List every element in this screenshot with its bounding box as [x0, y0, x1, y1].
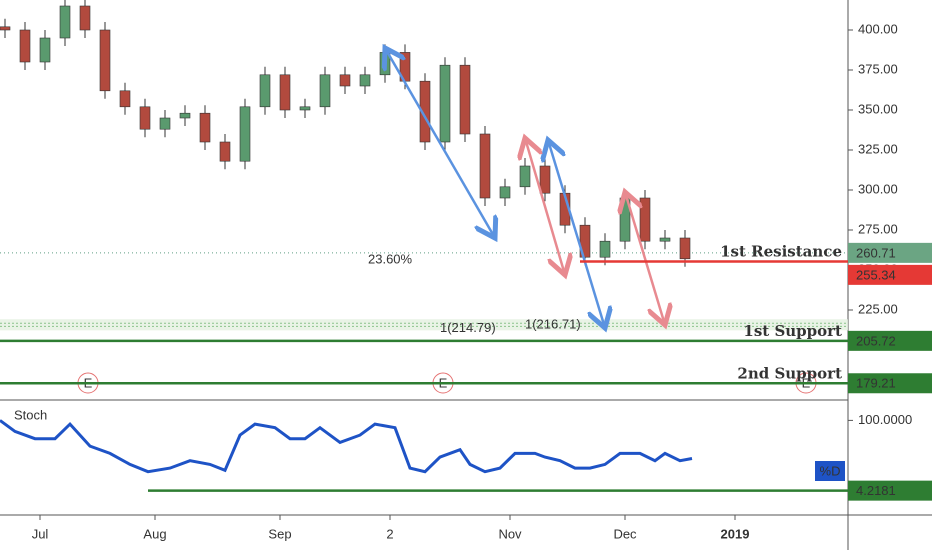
candle-body	[159, 117, 171, 130]
price-tag	[848, 264, 932, 285]
y-tick-label: 325.00	[858, 141, 898, 156]
y-tick-label: 400.00	[858, 21, 898, 36]
legend-box	[815, 461, 845, 481]
candle-body	[539, 165, 551, 194]
candle-body	[439, 64, 451, 143]
candle-body	[239, 106, 251, 162]
y-tick-label: 275.00	[858, 221, 898, 236]
candle-body	[19, 29, 31, 63]
candle-body	[679, 237, 691, 260]
target-band	[0, 319, 848, 331]
y-tick-label: 100.0000	[858, 412, 912, 427]
candle-body	[599, 240, 611, 258]
candle-body	[39, 37, 51, 63]
target-label: 1(216.71)	[525, 317, 581, 332]
legend-label: %D	[820, 463, 841, 478]
price-tag-label: 205.72	[856, 333, 896, 348]
price-tag-label: 179.21	[856, 376, 896, 391]
x-tick-label: Dec	[613, 526, 637, 541]
arrow	[625, 192, 665, 325]
y-tick-label: 225.00	[858, 301, 898, 316]
candle-body	[179, 112, 191, 119]
candle-body	[59, 5, 71, 39]
x-tick-label: 2019	[721, 526, 750, 541]
arrow	[525, 138, 565, 275]
stoch-label: Stoch	[14, 407, 47, 422]
candle-body	[259, 74, 271, 108]
candle-body	[219, 141, 231, 162]
price-tag-label: 4.2181	[856, 483, 896, 498]
level-label: 1st Support	[743, 322, 842, 340]
price-tag	[848, 330, 932, 351]
candle-body	[99, 29, 111, 92]
candle-body	[519, 165, 531, 188]
y-tick-label: 300.00	[858, 181, 898, 196]
price-tag	[848, 373, 932, 394]
price-tag	[848, 480, 932, 501]
price-tag-label: 260.71	[856, 245, 896, 260]
candle-body	[359, 74, 371, 87]
x-tick-label: Jul	[32, 526, 49, 541]
stoch-line	[0, 419, 693, 474]
candle-body	[299, 106, 311, 111]
candle-body	[319, 74, 331, 108]
x-tick-label: Sep	[268, 526, 291, 541]
target-label: 1(214.79)	[440, 320, 496, 335]
candle-body	[479, 133, 491, 199]
price-tag	[848, 242, 932, 263]
level-label: 1st Resistance	[720, 242, 842, 260]
candle-body	[0, 26, 11, 31]
arrow	[385, 48, 495, 238]
candle-body	[639, 197, 651, 242]
fib-label: 23.60%	[368, 251, 413, 266]
arrow	[548, 140, 605, 328]
candle-body	[199, 112, 211, 143]
y-tick-label: 375.00	[858, 61, 898, 76]
x-tick-label: Aug	[143, 526, 166, 541]
candle-body	[339, 74, 351, 87]
candle-body	[459, 64, 471, 135]
candle-body	[139, 106, 151, 130]
candle-body	[119, 90, 131, 108]
candle-body	[659, 237, 671, 242]
candle-body	[79, 5, 91, 31]
x-tick-label: Nov	[498, 526, 522, 541]
y-tick-label: 350.00	[858, 101, 898, 116]
candle-body	[279, 74, 291, 111]
candle-body	[499, 186, 511, 199]
price-tag-label: 255.34	[856, 267, 896, 282]
x-tick-label: 2	[386, 526, 393, 541]
level-label: 2nd Support	[737, 364, 842, 382]
arrows	[385, 48, 665, 328]
